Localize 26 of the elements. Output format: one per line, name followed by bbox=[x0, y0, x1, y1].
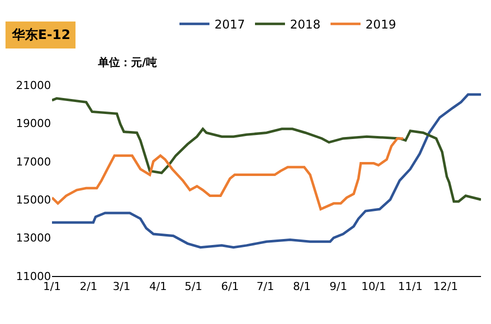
line-series bbox=[52, 93, 481, 249]
legend-label: 2017 bbox=[214, 18, 245, 32]
y-tick-label: 15000 bbox=[16, 193, 51, 206]
x-tick-label: 1/1 bbox=[43, 280, 61, 294]
x-tick-label: 2/1 bbox=[80, 280, 98, 294]
x-tick-label: 6/1 bbox=[221, 280, 239, 294]
y-tick-label: 13000 bbox=[16, 232, 51, 245]
line-series bbox=[52, 97, 481, 203]
x-tick-label: 7/1 bbox=[256, 280, 274, 294]
x-tick-label: 11/1 bbox=[398, 280, 423, 294]
y-tick-label: 21000 bbox=[16, 78, 51, 92]
text: 单位：元/吨 bbox=[97, 56, 158, 69]
legend-label: 2019 bbox=[366, 18, 396, 32]
y-tick-label: 11000 bbox=[16, 270, 51, 283]
x-tick-label: 12/1 bbox=[433, 280, 458, 294]
x-tick-label: 3/1 bbox=[112, 280, 130, 294]
x-tick-label: 5/1 bbox=[184, 280, 202, 294]
legend-label: 2018 bbox=[290, 18, 321, 32]
x-tick-label: 8/1 bbox=[293, 280, 311, 294]
x-tick-label: 4/1 bbox=[149, 280, 167, 294]
chart-title: 华东E-12 bbox=[11, 27, 70, 43]
x-tick-label: 10/1 bbox=[361, 280, 386, 294]
y-tick-label: 19000 bbox=[16, 117, 51, 130]
y-tick-label: 17000 bbox=[16, 155, 51, 168]
line-series bbox=[52, 137, 404, 210]
x-tick-label: 9/1 bbox=[330, 280, 348, 294]
